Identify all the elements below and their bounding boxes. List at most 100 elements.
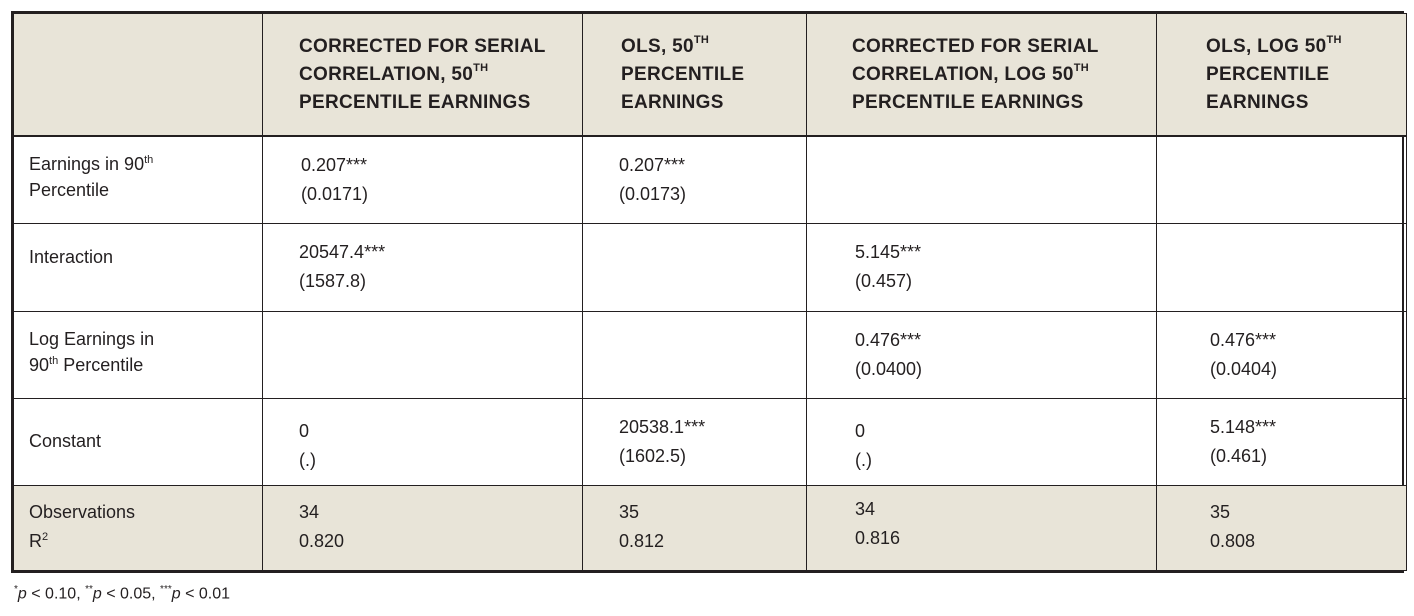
header-col-3: CORRECTED FOR SERIAL CORRELATION, LOG 50…: [806, 13, 1157, 138]
regression-table: CORRECTED FOR SERIAL CORRELATION, 50TH P…: [13, 13, 1407, 572]
se-value: (0.457): [855, 271, 913, 292]
coef-value: 20538.1***: [619, 416, 706, 437]
obs-value: 34: [299, 501, 320, 522]
table-row-interaction: Interaction 20547.4*** (1587.8) 5.145*** (…: [13, 223, 1407, 312]
coef-value: 20547.4***: [299, 242, 386, 263]
se-value: (.): [299, 449, 316, 470]
table-row-log-earnings-90: Log Earnings in 90th Percentile 0.476***…: [13, 310, 1407, 399]
header-col-4-sup: TH: [1326, 33, 1342, 46]
header-col-4-rest: PERCENTILE EARNINGS: [1206, 64, 1330, 113]
obs-value: 35: [1210, 501, 1231, 522]
row-label-earnings-90-sup: th: [144, 154, 154, 167]
obs-value: 35: [619, 501, 640, 522]
row-label-r-squared-sup: 2: [42, 530, 49, 543]
header-col-3-sup: TH: [1073, 61, 1090, 74]
table-cell: [1156, 135, 1407, 225]
table-cell: 0.476*** (0.0400): [806, 310, 1157, 399]
header-col-1-sup: TH: [473, 61, 489, 74]
footnote-star-3: ***: [160, 584, 172, 595]
table-row-observations: Observations R2 34 0.820 35 0.812 34 0.816 …: [13, 484, 1407, 572]
row-label-log-earnings-sup: th: [49, 354, 59, 367]
row-label-log-earnings-pre: 90: [29, 354, 50, 375]
header-col-3-text: CORRECTED FOR SERIAL CORRELATION, LOG 50: [852, 36, 1099, 85]
se-value: (0.461): [1210, 445, 1268, 466]
table-cell: 34 0.820: [262, 484, 583, 572]
row-label-log-earnings-b: Percentile: [58, 354, 144, 375]
table-cell: 35 0.812: [582, 484, 807, 572]
footnote-p-3: p: [171, 585, 181, 603]
coef-value: 0.476***: [1210, 329, 1277, 350]
r2-value: 0.812: [619, 530, 665, 551]
se-value: (0.0173): [619, 184, 687, 205]
r2-value: 0.816: [855, 527, 901, 548]
coef-value: 5.145***: [855, 242, 922, 263]
se-value: (1587.8): [299, 271, 367, 292]
coef-value: 0.476***: [855, 329, 922, 350]
row-label-log-earnings-a: Log Earnings in: [29, 328, 155, 349]
table-cell: [582, 223, 807, 312]
se-value: (.): [855, 449, 872, 470]
row-label-earnings-90-b: Percentile: [29, 180, 110, 201]
se-value: (1602.5): [619, 445, 687, 466]
header-col-2: OLS, 50TH PERCENTILE EARNINGS: [582, 13, 807, 138]
table-cell: 20547.4*** (1587.8): [262, 223, 583, 312]
row-label-cell: Earnings in 90th Percentile: [13, 135, 263, 225]
header-col-2-text: OLS, 50: [621, 36, 694, 57]
row-label-interaction: Interaction: [29, 247, 114, 268]
row-label-cell: Observations R2: [13, 484, 263, 572]
header-col-2-rest: PERCENTILE EARNINGS: [621, 64, 745, 113]
footnote-threshold-3: < 0.01: [180, 585, 231, 603]
table-cell: 0 (.): [262, 397, 583, 486]
header-empty-cell: [13, 13, 263, 138]
row-label-r-squared: R: [29, 530, 42, 551]
regression-table-frame: CORRECTED FOR SERIAL CORRELATION, 50TH P…: [11, 11, 1407, 573]
table-cell: 35 0.808: [1156, 484, 1407, 572]
coef-value: 0: [855, 420, 866, 441]
table-row-constant: Constant 0 (.) 20538.1*** (1602.5) 0 (.) 5.…: [13, 397, 1407, 486]
table-cell: [806, 135, 1157, 225]
coef-value: 0.207***: [301, 155, 368, 176]
table-cell: [1156, 223, 1407, 312]
table-cell: 0.207*** (0.0171): [262, 135, 583, 225]
row-label-cell: Log Earnings in 90th Percentile: [13, 310, 263, 399]
se-value: (0.0171): [301, 184, 369, 205]
row-label-earnings-90-a: Earnings in 90: [29, 154, 145, 175]
footnote-star-2: **: [85, 584, 93, 595]
table-cell: 0.207*** (0.0173): [582, 135, 807, 225]
row-label-constant: Constant: [29, 430, 102, 451]
footnote-p-2: p: [92, 585, 102, 603]
row-label-cell: Constant: [13, 397, 263, 486]
significance-footnote: *p < 0.10, **p < 0.05, ***p < 0.01: [14, 584, 230, 603]
header-col-1-text: CORRECTED FOR SERIAL CORRELATION, 50: [299, 36, 546, 85]
row-label-cell: Interaction: [13, 223, 263, 312]
se-value: (0.0404): [1210, 358, 1278, 379]
row-label-observations: Observations: [29, 501, 136, 522]
table-cell: 20538.1*** (1602.5): [582, 397, 807, 486]
header-col-3-rest: PERCENTILE EARNINGS: [852, 92, 1084, 113]
coef-value: 5.148***: [1210, 416, 1277, 437]
footnote-p-1: p: [17, 585, 27, 603]
table-cell: 34 0.816: [806, 484, 1157, 572]
coef-value: 0.207***: [619, 155, 686, 176]
header-col-1: CORRECTED FOR SERIAL CORRELATION, 50TH P…: [262, 13, 583, 138]
table-cell: 0 (.): [806, 397, 1157, 486]
header-col-4-text: OLS, LOG 50: [1206, 36, 1327, 57]
header-col-4: OLS, LOG 50TH PERCENTILE EARNINGS: [1156, 13, 1407, 138]
r2-value: 0.808: [1210, 530, 1256, 551]
header-row: CORRECTED FOR SERIAL CORRELATION, 50TH P…: [13, 13, 1407, 138]
table-cell: 0.476*** (0.0404): [1156, 310, 1407, 399]
header-col-2-sup: TH: [693, 33, 710, 46]
table-cell: 5.145*** (0.457): [806, 223, 1157, 312]
obs-value: 34: [855, 498, 876, 519]
table-cell: 5.148*** (0.461): [1156, 397, 1407, 486]
table-cell: [582, 310, 807, 399]
se-value: (0.0400): [855, 358, 923, 379]
footnote-star-1: *: [14, 584, 18, 595]
table-row-earnings-90: Earnings in 90th Percentile 0.207*** (0.0…: [13, 135, 1407, 225]
coef-value: 0: [299, 420, 310, 441]
table-cell: [262, 310, 583, 399]
footnote-threshold-2: < 0.05,: [101, 585, 161, 603]
header-col-1-rest: PERCENTILE EARNINGS: [299, 92, 531, 113]
r2-value: 0.820: [299, 530, 345, 551]
footnote-threshold-1: < 0.10,: [26, 585, 86, 603]
